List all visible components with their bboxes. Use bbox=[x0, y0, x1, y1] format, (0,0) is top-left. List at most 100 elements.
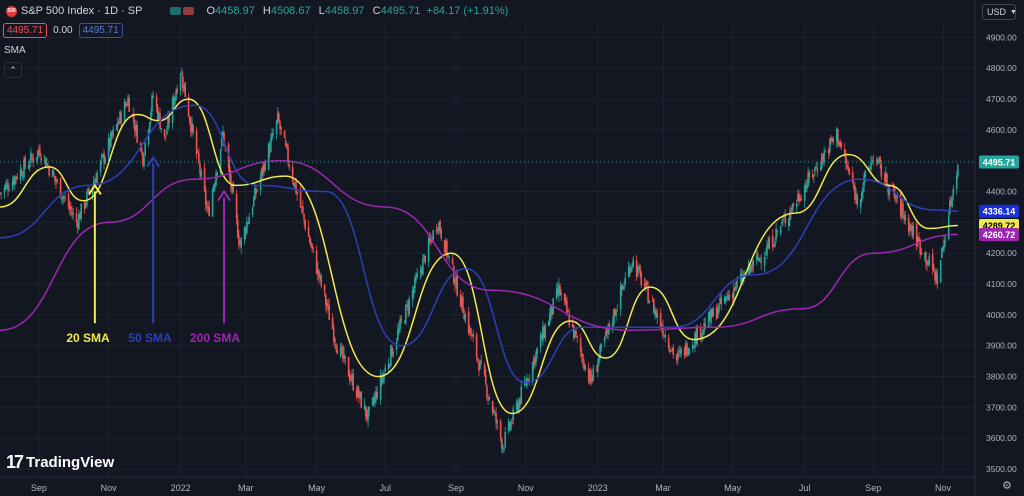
candle-body bbox=[135, 124, 137, 130]
candle-body bbox=[255, 190, 257, 194]
candle-body bbox=[872, 161, 875, 163]
candle-body bbox=[614, 309, 616, 317]
candle-body bbox=[468, 327, 471, 334]
candle-body bbox=[64, 196, 66, 198]
candle-body bbox=[899, 192, 902, 216]
candle-body bbox=[719, 297, 721, 302]
candle-body bbox=[296, 192, 298, 195]
candle-body bbox=[294, 183, 296, 188]
candle-body bbox=[283, 130, 286, 139]
candle-body bbox=[639, 266, 641, 274]
tradingview-logo[interactable]: 17 TradingView bbox=[6, 452, 114, 473]
candle-body bbox=[295, 180, 297, 194]
candle-body bbox=[160, 128, 162, 130]
candle-body bbox=[935, 270, 937, 282]
candle-body bbox=[663, 335, 665, 337]
candle-body bbox=[548, 313, 551, 324]
candle-body bbox=[142, 152, 144, 165]
candle-body bbox=[749, 262, 751, 271]
symbol-title[interactable]: S&P 500 Index · 1D · SP bbox=[21, 5, 143, 17]
candle-body bbox=[758, 258, 760, 262]
candle-body bbox=[863, 175, 865, 186]
candle-body bbox=[366, 414, 368, 420]
candle-body bbox=[776, 230, 779, 232]
candle-body bbox=[515, 402, 518, 410]
candle-body bbox=[543, 327, 545, 338]
candle-body bbox=[99, 160, 102, 173]
candle-body bbox=[731, 294, 734, 299]
candle-body bbox=[835, 128, 838, 141]
candle-body bbox=[343, 353, 345, 359]
candle-body bbox=[508, 423, 511, 428]
candle-body bbox=[400, 318, 403, 321]
candle-body bbox=[760, 260, 763, 264]
brand-name: TradingView bbox=[26, 454, 115, 471]
candle-body bbox=[236, 219, 239, 238]
buy-button[interactable]: 4495.71 bbox=[78, 23, 123, 38]
indicator-legend[interactable]: SMA bbox=[4, 45, 26, 56]
candle-body bbox=[406, 303, 408, 305]
candle-body bbox=[765, 253, 767, 255]
candle-body bbox=[120, 112, 122, 124]
settings-icon[interactable]: ⚙ bbox=[1002, 480, 1012, 492]
x-tick-label: Sep bbox=[448, 483, 464, 493]
candle-body bbox=[136, 125, 138, 143]
candle-body bbox=[864, 170, 867, 178]
candle-body bbox=[957, 165, 959, 176]
candle-body bbox=[572, 325, 575, 339]
candle-body bbox=[68, 206, 71, 209]
candle-body bbox=[499, 421, 502, 438]
candle-body bbox=[260, 168, 263, 176]
candle-body bbox=[292, 182, 295, 186]
candle-body bbox=[598, 356, 600, 364]
candle-body bbox=[451, 258, 454, 265]
candle-body bbox=[869, 167, 871, 169]
candle-body bbox=[6, 182, 8, 187]
candle-body bbox=[831, 137, 833, 141]
candle-body bbox=[207, 205, 209, 209]
candle-body bbox=[814, 167, 816, 172]
currency-selector[interactable]: USD ▼ bbox=[982, 4, 1017, 20]
candle-body bbox=[755, 255, 758, 260]
candle-body bbox=[843, 149, 846, 156]
candle-body bbox=[579, 338, 582, 352]
candle-body bbox=[861, 192, 863, 201]
candle-body bbox=[380, 375, 383, 381]
candle-body bbox=[627, 267, 630, 277]
candle-body bbox=[574, 330, 576, 337]
candle-body bbox=[476, 357, 479, 360]
candle-body bbox=[907, 217, 910, 232]
candle-body bbox=[875, 159, 878, 162]
candle-body bbox=[312, 247, 314, 249]
candle-body bbox=[846, 164, 848, 167]
candle-body bbox=[268, 145, 271, 153]
candle-body bbox=[504, 432, 507, 448]
candle-body bbox=[878, 159, 880, 161]
candle-body bbox=[896, 194, 899, 198]
candle-body bbox=[187, 96, 190, 117]
candle-body bbox=[315, 250, 318, 274]
candle-body bbox=[176, 88, 178, 93]
candle-body bbox=[885, 172, 887, 183]
candle-body bbox=[179, 73, 182, 91]
candle-body bbox=[232, 182, 234, 193]
candle-body bbox=[422, 258, 424, 275]
candle-body bbox=[805, 184, 807, 188]
candle-body bbox=[355, 389, 358, 398]
candle-body bbox=[368, 406, 370, 411]
candle-body bbox=[319, 274, 321, 276]
chevron-up-icon[interactable]: ⌃ bbox=[4, 62, 22, 78]
candle-body bbox=[48, 166, 50, 176]
candle-body bbox=[326, 303, 328, 308]
candle-body bbox=[304, 220, 306, 229]
candle-body bbox=[547, 321, 550, 327]
sell-button[interactable]: 4495.71 bbox=[3, 23, 48, 38]
price-tag-label: 4289.72 bbox=[983, 221, 1016, 231]
candle-body bbox=[91, 186, 94, 196]
candle-body bbox=[19, 169, 22, 180]
candle-body bbox=[403, 321, 406, 323]
candle-body bbox=[520, 386, 523, 405]
candle-body bbox=[544, 325, 547, 339]
candle-body bbox=[199, 164, 201, 175]
